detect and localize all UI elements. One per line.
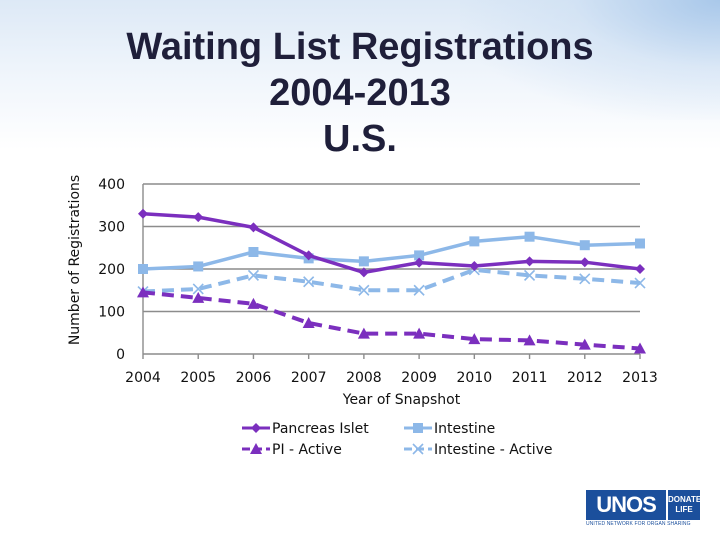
x-tick-label: 2012 — [567, 370, 603, 386]
unos-logo-mark: UNOS — [586, 490, 666, 520]
data-point-pi-active — [523, 334, 536, 346]
x-tick-label: 2011 — [512, 370, 548, 386]
data-point-pancreas-islet — [414, 257, 425, 268]
series-line-intestine-active — [142, 267, 641, 294]
x-tick-label: 2007 — [291, 370, 327, 386]
legend-marker-intestine-active — [412, 443, 424, 455]
data-point-intestine-active — [579, 273, 591, 285]
unos-logo: UNOS DONATE LIFE UNITED NETWORK FOR ORGA… — [586, 490, 702, 528]
unos-tagline: UNITED NETWORK FOR ORGAN SHARING — [586, 521, 691, 527]
data-point-intestine — [193, 261, 204, 272]
data-point-pancreas-islet — [193, 212, 204, 223]
data-point-pancreas-islet — [579, 257, 590, 268]
data-point-pi-active — [634, 342, 646, 354]
chart-title-line-1: Waiting List Registrations — [126, 26, 594, 68]
data-point-pancreas-islet — [248, 222, 259, 233]
legend-marker-pi-active — [250, 443, 262, 454]
x-tick-label: 2009 — [401, 370, 437, 386]
data-point-intestine-active — [303, 276, 315, 288]
series-line-pi-active — [142, 290, 641, 351]
data-point-pi-active — [357, 327, 370, 339]
data-point-intestine — [414, 250, 425, 261]
chart-title: Waiting List Registrations 2004-2013 U.S… — [60, 24, 660, 162]
x-tick-label: 2005 — [180, 370, 216, 386]
x-tick-label: 2010 — [457, 370, 493, 386]
data-point-intestine-active — [634, 277, 646, 289]
data-point-intestine-active — [413, 284, 425, 296]
y-tick-label: 100 — [98, 305, 125, 321]
x-axis-label: Year of Snapshot — [342, 392, 461, 408]
series-line-intestine — [142, 234, 641, 271]
data-point-pancreas-islet — [469, 261, 480, 272]
data-point-pancreas-islet — [358, 267, 369, 278]
data-point-intestine — [579, 240, 590, 251]
data-point-pancreas-islet — [635, 264, 645, 274]
chart-title-line-2: 2004-2013 — [269, 72, 451, 114]
data-point-pi-active — [468, 333, 481, 345]
data-point-pi-active — [302, 316, 315, 328]
data-point-intestine — [524, 231, 535, 242]
donate-life-badge: DONATE LIFE — [668, 490, 701, 520]
data-point-intestine — [635, 238, 645, 249]
legend-label-pi-active: PI - Active — [272, 442, 342, 458]
data-point-pi-active — [578, 338, 591, 350]
data-point-pancreas-islet — [524, 256, 535, 267]
data-point-pi-active — [247, 297, 260, 309]
y-tick-label: 400 — [98, 177, 125, 193]
series-line-pancreas-islet — [142, 212, 641, 275]
data-point-intestine-active — [358, 284, 370, 296]
x-tick-label: 2013 — [622, 370, 658, 386]
legend-label-pancreas-islet: Pancreas Islet — [272, 421, 369, 437]
data-point-intestine — [358, 256, 369, 267]
data-point-intestine-active — [523, 269, 536, 281]
y-tick-label: 200 — [98, 262, 125, 278]
data-point-pancreas-islet — [303, 250, 314, 261]
data-point-pi-active — [413, 327, 426, 339]
legend-label-intestine: Intestine — [434, 421, 495, 437]
legend-marker-intestine — [413, 423, 423, 433]
data-point-pancreas-islet — [138, 208, 148, 219]
y-tick-label: 300 — [98, 220, 125, 236]
legend-label-intestine-active: Intestine - Active — [434, 442, 553, 458]
data-point-intestine — [248, 247, 259, 257]
data-point-intestine — [138, 264, 148, 274]
data-point-intestine-active — [192, 283, 204, 295]
data-point-intestine — [469, 236, 480, 247]
data-point-pi-active — [192, 291, 205, 303]
y-tick-label: 0 — [116, 347, 125, 363]
legend-marker-pancreas-islet — [251, 423, 261, 433]
data-point-pi-active — [137, 286, 149, 298]
chart-title-line-3: U.S. — [323, 118, 397, 160]
x-tick-label: 2008 — [346, 370, 382, 386]
header-glow — [460, 0, 720, 120]
x-tick-label: 2004 — [125, 370, 161, 386]
data-point-intestine-active — [247, 269, 260, 281]
x-tick-label: 2006 — [236, 370, 272, 386]
